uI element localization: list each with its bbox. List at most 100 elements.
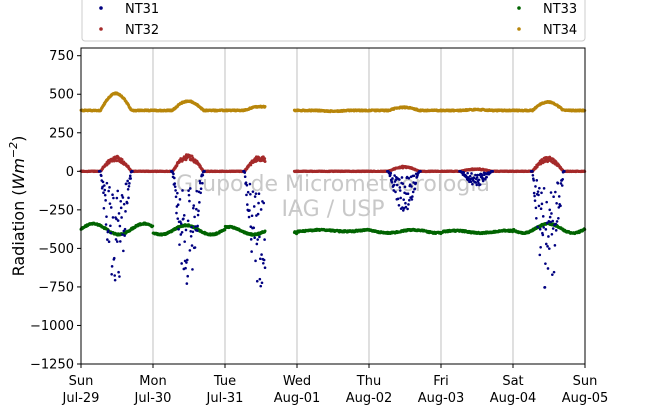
- point-nt31: [414, 181, 418, 185]
- point-nt31: [103, 184, 106, 187]
- point-nt31: [122, 229, 126, 233]
- point-nt31: [109, 224, 112, 228]
- point-nt31: [114, 238, 118, 241]
- point-nt31: [189, 234, 193, 238]
- point-nt31: [111, 193, 114, 197]
- point-nt31: [175, 211, 178, 215]
- point-nt31: [102, 206, 106, 210]
- point-nt31: [127, 184, 131, 188]
- legend-marker-nt34: [517, 27, 521, 31]
- point-nt31: [478, 183, 482, 186]
- point-nt31: [198, 181, 202, 185]
- point-nt31: [176, 203, 180, 206]
- point-nt31: [104, 223, 108, 226]
- point-nt31: [545, 200, 548, 204]
- y-tick-label: −500: [38, 242, 74, 257]
- y-tick-label: −750: [38, 280, 74, 295]
- point-nt31: [107, 240, 111, 244]
- point-nt31: [246, 203, 249, 206]
- point-nt31: [470, 172, 473, 175]
- legend-marker-nt31: [99, 6, 103, 10]
- point-nt31: [195, 229, 199, 232]
- point-nt31: [255, 214, 258, 217]
- x-tick-label: Mon Jul-30: [134, 374, 172, 406]
- point-nt31: [557, 195, 561, 198]
- point-nt31: [549, 220, 552, 224]
- point-nt31: [109, 231, 113, 235]
- point-nt31: [410, 198, 414, 201]
- point-nt31: [199, 187, 203, 191]
- point-nt31: [491, 170, 494, 173]
- point-nt33: [223, 228, 227, 232]
- point-nt31: [109, 206, 113, 209]
- y-axis-label: Radiation (Wm−2): [7, 136, 28, 277]
- legend-marker-nt32: [99, 27, 103, 31]
- point-nt31: [389, 171, 393, 175]
- point-nt31: [187, 193, 191, 197]
- x-axis-ticks: Sun Jul-29 Mon Jul-30 Tue Jul-31 Wed Aug-01 Thu A…: [62, 364, 608, 406]
- point-nt31: [176, 217, 180, 220]
- point-nt31: [244, 181, 248, 184]
- point-nt31: [561, 177, 564, 181]
- x-tick-label: Sun Jul-29: [62, 374, 100, 406]
- point-nt31: [396, 197, 400, 201]
- point-nt31: [197, 209, 200, 213]
- point-nt31: [113, 278, 117, 282]
- point-nt31: [119, 240, 122, 243]
- point-nt31: [245, 183, 249, 187]
- x-tick-label: Tue Jul-31: [206, 374, 244, 406]
- point-nt31: [549, 191, 553, 194]
- point-nt31: [551, 227, 555, 230]
- legend-box: [81, 0, 586, 42]
- point-nt31: [254, 192, 258, 195]
- y-tick-label: 0: [66, 165, 74, 180]
- point-nt31: [258, 257, 262, 261]
- point-nt31: [122, 249, 125, 253]
- point-nt31: [249, 192, 252, 196]
- point-nt32: [263, 160, 267, 164]
- x-tick-weekday: Sun: [69, 374, 94, 389]
- y-tick-label: 250: [49, 126, 74, 141]
- point-nt34: [263, 105, 267, 109]
- point-nt31: [547, 247, 551, 250]
- point-nt31: [110, 265, 114, 268]
- point-nt31: [472, 176, 476, 180]
- point-nt31: [175, 205, 179, 208]
- legend: NT31 NT32 NT33 NT34: [81, 0, 586, 42]
- point-nt31: [550, 232, 554, 236]
- data-points: [79, 91, 587, 289]
- point-nt31: [394, 190, 397, 194]
- point-nt31: [100, 174, 103, 178]
- point-nt31: [201, 173, 205, 177]
- point-nt31: [250, 214, 254, 218]
- x-tick-weekday: Sun: [573, 374, 598, 389]
- point-nt31: [406, 207, 409, 211]
- point-nt31: [180, 231, 184, 234]
- point-nt31: [532, 179, 536, 182]
- x-tick-label: Thu Aug-02: [346, 374, 393, 406]
- point-nt31: [248, 182, 252, 186]
- point-nt31: [553, 244, 557, 247]
- point-nt31: [401, 209, 405, 212]
- point-nt31: [173, 182, 177, 185]
- point-nt31: [475, 176, 479, 179]
- point-nt31: [196, 213, 200, 217]
- x-tick-label: Wed Aug-01: [274, 374, 321, 406]
- point-nt31: [399, 196, 402, 200]
- point-nt31: [188, 249, 192, 252]
- point-nt31: [474, 181, 478, 184]
- point-nt31: [404, 205, 408, 209]
- point-nt31: [411, 190, 415, 194]
- point-nt31: [254, 259, 257, 263]
- point-nt31: [403, 185, 407, 189]
- y-tick-label: −1000: [30, 319, 74, 334]
- point-nt31: [195, 207, 198, 211]
- watermark-line-1: Grupo de Micrometeorologia: [176, 172, 490, 197]
- y-label-unit: Wm: [9, 158, 28, 189]
- point-nt31: [192, 204, 196, 207]
- point-nt31: [245, 193, 248, 197]
- point-nt31: [118, 275, 121, 278]
- point-nt31: [112, 196, 115, 200]
- point-nt31: [559, 204, 562, 208]
- point-nt31: [555, 220, 559, 223]
